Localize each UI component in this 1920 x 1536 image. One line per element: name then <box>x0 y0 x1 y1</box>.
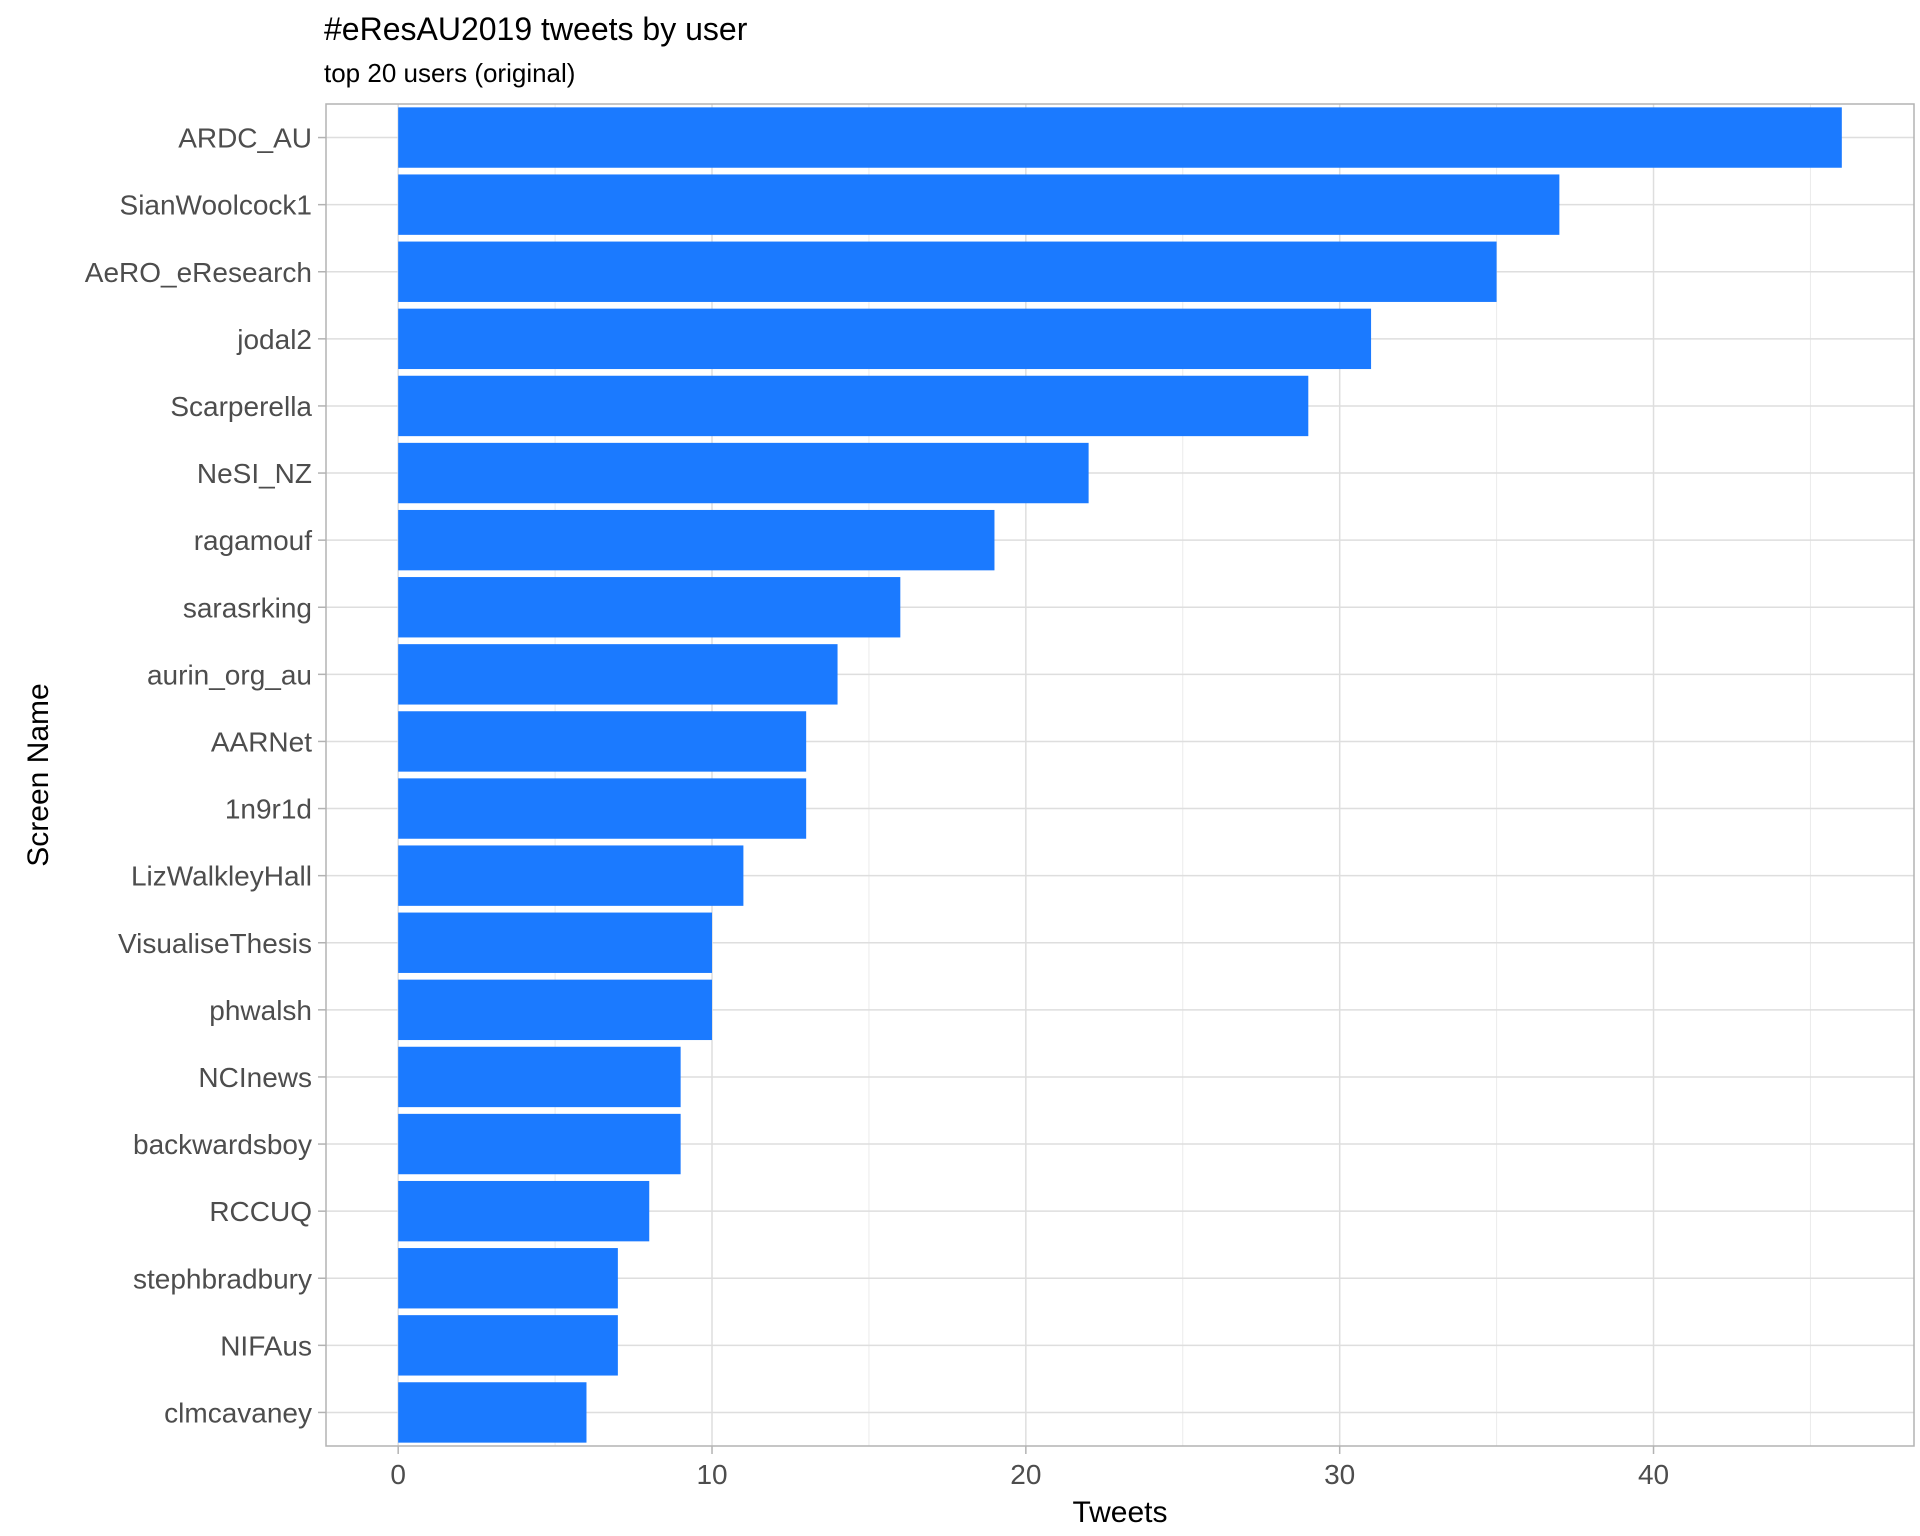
bar-stephbradbury <box>398 1248 618 1309</box>
y-tick-label: NeSI_NZ <box>197 458 312 489</box>
y-tick-label: Scarperella <box>170 391 312 422</box>
y-tick-label: ragamouf <box>194 525 313 556</box>
x-tick-label: 30 <box>1324 1459 1355 1490</box>
grid-major <box>326 104 1914 1446</box>
x-tick-label: 10 <box>696 1459 727 1490</box>
bar-ragamouf <box>398 509 995 571</box>
y-tick-label: AeRO_eResearch <box>85 257 312 288</box>
bar-SianWoolcock1 <box>398 174 1560 235</box>
y-tick-label: backwardsboy <box>133 1129 312 1160</box>
bar-ARDC_AU <box>398 107 1842 168</box>
y-tick-label: VisualiseThesis <box>118 928 312 959</box>
y-tick-label: RCCUQ <box>209 1196 312 1227</box>
bar-backwardsboy <box>398 1113 681 1175</box>
bar-phwalsh <box>398 979 713 1041</box>
bar-LizWalkleyHall <box>398 845 744 906</box>
y-axis-label: Screen Name <box>22 683 55 866</box>
chart-subtitle: top 20 users (original) <box>324 58 575 88</box>
chart-title: #eResAU2019 tweets by user <box>324 11 748 47</box>
bar-RCCUQ <box>398 1180 650 1242</box>
bar-jodal2 <box>398 308 1372 370</box>
x-axis-ticks: 0 10 20 30 40 <box>390 1446 1669 1490</box>
bar-NIFAus <box>398 1315 618 1376</box>
bar-Scarperella <box>398 375 1309 437</box>
bar-1n9r1d <box>398 778 807 839</box>
y-tick-label: AARNet <box>211 726 312 757</box>
y-tick-label: ARDC_AU <box>178 123 312 154</box>
bar-AeRO_eResearch <box>398 241 1497 302</box>
grid-minor <box>554 104 1811 1446</box>
y-tick-label: SianWoolcock1 <box>120 190 312 221</box>
y-tick-label: phwalsh <box>209 995 312 1026</box>
y-tick-label: NIFAus <box>220 1330 312 1361</box>
x-tick-label: 40 <box>1638 1459 1669 1490</box>
y-tick-label: jodal2 <box>236 324 312 355</box>
y-tick-label: aurin_org_au <box>147 659 312 690</box>
x-axis-label: Tweets <box>1072 1496 1167 1529</box>
x-tick-label: 20 <box>1010 1459 1041 1490</box>
bar-AARNet <box>398 711 807 772</box>
bar-NeSI_NZ <box>398 442 1089 504</box>
bar-NCInews <box>398 1046 681 1108</box>
bar-clmcavaney <box>398 1382 587 1443</box>
y-axis-ticks: ARDC_AU SianWoolcock1 AeRO_eResearch jodal2… <box>85 123 326 1428</box>
y-tick-label: 1n9r1d <box>225 794 312 825</box>
y-tick-label: clmcavaney <box>164 1397 312 1428</box>
bar-VisualiseThesis <box>398 912 713 973</box>
y-tick-label: sarasrking <box>183 592 312 623</box>
y-tick-label: stephbradbury <box>133 1263 312 1294</box>
bar-aurin_org_au <box>398 644 838 705</box>
bars <box>398 107 1842 1443</box>
y-tick-label: NCInews <box>198 1062 312 1093</box>
x-tick-label: 0 <box>390 1459 406 1490</box>
bar-sarasrking <box>398 577 901 638</box>
y-tick-label: LizWalkleyHall <box>131 861 312 892</box>
panel-border <box>325 103 1915 1447</box>
